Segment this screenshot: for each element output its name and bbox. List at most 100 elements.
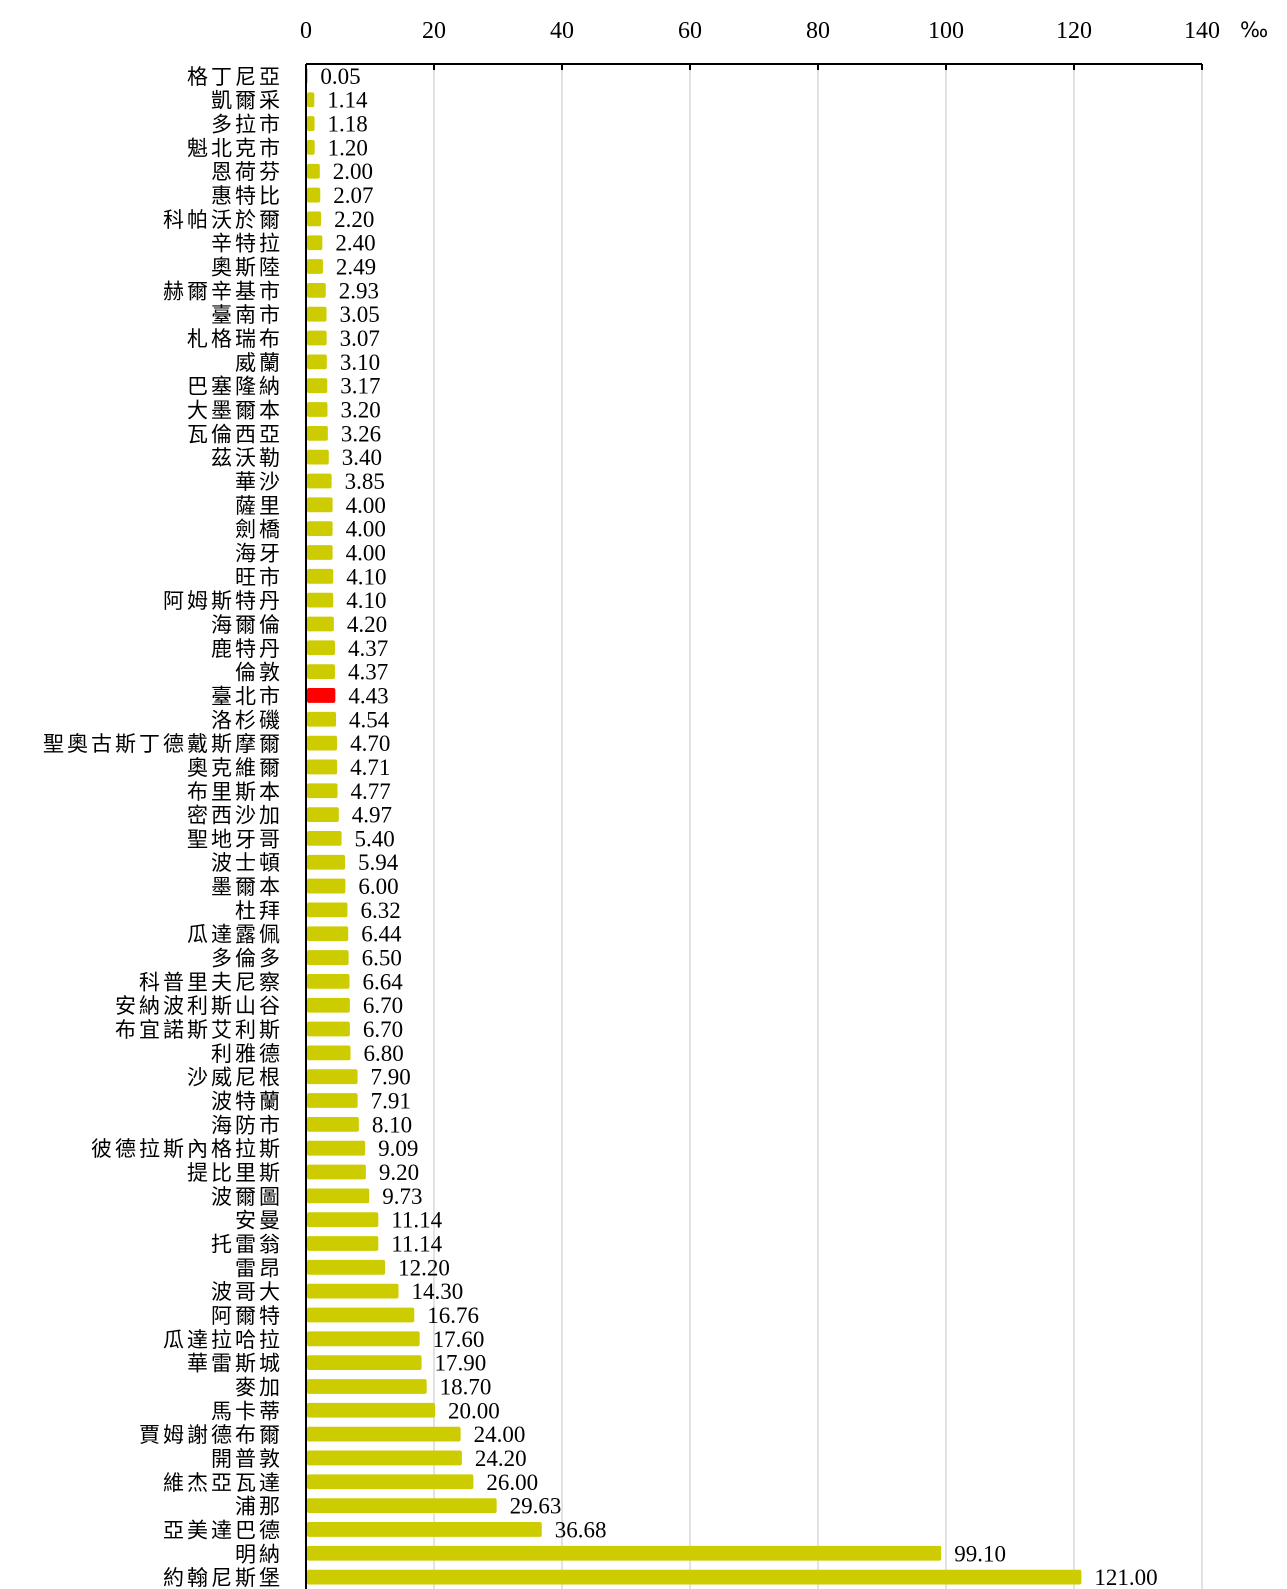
value-label: 6.80 <box>364 1041 404 1066</box>
bar <box>307 92 315 108</box>
bar <box>307 1450 462 1466</box>
bar <box>307 235 323 251</box>
value-label: 4.77 <box>351 779 391 804</box>
bar <box>307 1045 351 1061</box>
bar <box>307 997 350 1013</box>
bar <box>307 592 334 608</box>
category-label: 辛特拉 <box>211 232 283 256</box>
bar <box>307 497 333 513</box>
value-label: 29.63 <box>510 1494 562 1519</box>
category-label: 杜拜 <box>235 899 283 923</box>
category-label: 華沙 <box>235 470 283 494</box>
category-label: 馬卡蒂 <box>211 1399 283 1423</box>
bar <box>307 259 323 274</box>
category-label: 波士頓 <box>211 851 283 875</box>
value-label: 6.50 <box>362 946 402 971</box>
category-label: 安納波利斯山谷 <box>115 994 283 1018</box>
value-label: 8.10 <box>372 1112 412 1137</box>
category-label: 波特蘭 <box>211 1090 283 1114</box>
bar <box>307 688 336 703</box>
bar <box>307 1283 399 1299</box>
category-label: 提比里斯 <box>187 1161 283 1185</box>
bar <box>307 1402 435 1418</box>
category-label: 茲沃勒 <box>211 446 283 470</box>
bar <box>307 973 350 989</box>
category-label: 雷昂 <box>235 1256 283 1280</box>
bar <box>307 1355 422 1371</box>
bar <box>307 1426 461 1442</box>
category-label: 奧斯陸 <box>211 256 283 280</box>
category-label: 科普里夫尼察 <box>139 970 283 994</box>
value-label: 14.30 <box>412 1279 464 1304</box>
value-label: 3.40 <box>342 445 382 470</box>
category-label: 威蘭 <box>235 351 283 375</box>
category-label: 麥加 <box>235 1375 283 1399</box>
value-label: 6.70 <box>363 993 403 1018</box>
category-label: 墨爾本 <box>211 875 283 899</box>
category-label: 布宜諾斯艾利斯 <box>115 1018 283 1042</box>
bar <box>307 473 332 489</box>
x-tick-label: 140 <box>1184 18 1220 44</box>
category-label: 海爾倫 <box>211 613 283 637</box>
value-label: 3.07 <box>340 326 380 351</box>
value-label: 17.90 <box>435 1351 487 1376</box>
bar <box>307 449 329 465</box>
bar <box>307 330 327 346</box>
value-label: 6.32 <box>360 898 400 923</box>
value-label: 4.00 <box>346 517 386 542</box>
bar <box>307 211 322 227</box>
bar <box>307 140 315 155</box>
category-label: 瓦倫西亞 <box>187 422 283 446</box>
value-label: 2.00 <box>333 159 373 184</box>
bar <box>307 1116 359 1132</box>
bar <box>307 1212 379 1228</box>
x-tick-label: 20 <box>422 18 446 44</box>
value-label: 3.20 <box>340 398 380 423</box>
category-label: 大墨爾本 <box>187 399 283 423</box>
value-label: 2.40 <box>335 231 375 256</box>
category-label: 托雷翁 <box>211 1232 283 1256</box>
category-label: 沙威尼根 <box>187 1066 283 1090</box>
bar <box>307 735 338 751</box>
value-label: 9.73 <box>382 1184 422 1209</box>
bar <box>307 1164 366 1180</box>
value-label: 3.26 <box>341 421 381 446</box>
bar <box>307 854 346 870</box>
value-label: 3.05 <box>340 302 380 327</box>
value-label: 4.10 <box>346 588 386 613</box>
value-label: 6.44 <box>361 922 402 947</box>
bar <box>307 282 326 298</box>
value-label: 4.20 <box>347 612 387 637</box>
category-label: 旺市 <box>235 565 283 589</box>
category-label: 惠特比 <box>211 184 283 208</box>
bar <box>307 187 321 203</box>
value-label: 11.14 <box>391 1208 442 1233</box>
bar <box>307 1188 370 1204</box>
category-label: 阿爾特 <box>211 1304 283 1328</box>
value-label: 9.09 <box>378 1136 418 1161</box>
category-label: 魁北克市 <box>187 136 283 160</box>
x-tick-label: 120 <box>1056 18 1092 44</box>
category-label: 臺南市 <box>211 303 283 327</box>
category-label: 瓜達拉哈拉 <box>163 1328 283 1352</box>
bar <box>307 640 335 656</box>
bar <box>307 1331 420 1347</box>
category-label: 明納 <box>235 1542 283 1566</box>
x-tick-label: 0 <box>300 18 312 44</box>
category-label: 約翰尼斯堡 <box>163 1566 283 1589</box>
x-tick-label: 80 <box>806 18 830 44</box>
category-label: 凱爾采 <box>211 89 283 113</box>
unit-label: ‰ <box>1240 18 1268 42</box>
bar <box>307 163 320 179</box>
bar <box>307 545 333 560</box>
value-label: 4.43 <box>348 683 388 708</box>
bar <box>307 1069 358 1085</box>
value-label: 20.00 <box>448 1398 500 1423</box>
bar <box>307 1522 542 1537</box>
category-label: 洛杉磯 <box>211 708 283 732</box>
category-label: 劍橋 <box>235 518 283 542</box>
value-label: 99.10 <box>954 1541 1006 1566</box>
category-label: 開普敦 <box>211 1447 283 1471</box>
category-label: 利雅德 <box>211 1042 283 1066</box>
